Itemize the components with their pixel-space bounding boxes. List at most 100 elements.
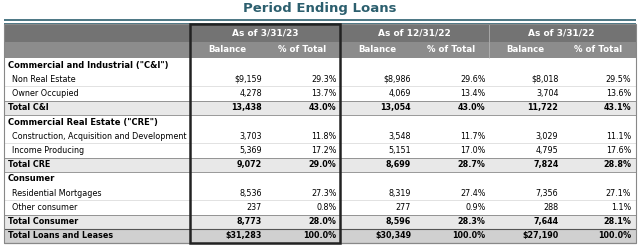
- Text: 13.6%: 13.6%: [606, 89, 631, 98]
- Text: 43.0%: 43.0%: [309, 103, 337, 112]
- Text: 28.7%: 28.7%: [458, 160, 486, 169]
- Text: 7,824: 7,824: [533, 160, 559, 169]
- Text: 13,054: 13,054: [381, 103, 411, 112]
- Bar: [4, 115, 636, 129]
- Text: 29.5%: 29.5%: [605, 75, 631, 84]
- Text: 43.1%: 43.1%: [604, 103, 631, 112]
- Text: 27.1%: 27.1%: [605, 189, 631, 198]
- Text: Consumer: Consumer: [8, 174, 56, 184]
- Text: Other consumer: Other consumer: [12, 203, 77, 212]
- Text: 0.8%: 0.8%: [316, 203, 337, 212]
- Text: 17.0%: 17.0%: [460, 146, 486, 155]
- Text: 8,699: 8,699: [386, 160, 411, 169]
- Bar: [4, 72, 636, 86]
- Bar: [4, 215, 636, 229]
- Text: Income Producing: Income Producing: [12, 146, 84, 155]
- Text: 29.3%: 29.3%: [311, 75, 337, 84]
- Text: 11.1%: 11.1%: [606, 132, 631, 141]
- Text: 8,596: 8,596: [386, 217, 411, 226]
- Text: % of Total: % of Total: [573, 45, 622, 54]
- Text: Owner Occupied: Owner Occupied: [12, 89, 79, 98]
- Text: 100.0%: 100.0%: [452, 231, 486, 240]
- Bar: [4, 200, 636, 215]
- Text: 1.1%: 1.1%: [611, 203, 631, 212]
- Text: Period Ending Loans: Period Ending Loans: [243, 2, 397, 15]
- Bar: [4, 229, 636, 243]
- Text: 100.0%: 100.0%: [303, 231, 337, 240]
- Text: 8,319: 8,319: [388, 189, 411, 198]
- Text: $30,349: $30,349: [375, 231, 411, 240]
- Bar: [4, 42, 636, 58]
- Text: $9,159: $9,159: [234, 75, 262, 84]
- Text: 5,151: 5,151: [388, 146, 411, 155]
- Text: 13,438: 13,438: [231, 103, 262, 112]
- Text: 17.6%: 17.6%: [605, 146, 631, 155]
- Text: As of 12/31/22: As of 12/31/22: [378, 28, 451, 37]
- Text: 8,773: 8,773: [237, 217, 262, 226]
- Text: Total Loans and Leases: Total Loans and Leases: [8, 231, 113, 240]
- Bar: [4, 86, 636, 101]
- Text: 237: 237: [247, 203, 262, 212]
- Text: 4,278: 4,278: [239, 89, 262, 98]
- Text: Balance: Balance: [506, 45, 544, 54]
- Bar: [4, 158, 636, 172]
- Text: Commercial and Industrial ("C&I"): Commercial and Industrial ("C&I"): [8, 61, 168, 70]
- Text: 0.9%: 0.9%: [465, 203, 486, 212]
- Text: 28.1%: 28.1%: [604, 217, 631, 226]
- Text: Commercial Real Estate ("CRE"): Commercial Real Estate ("CRE"): [8, 118, 158, 126]
- Text: 277: 277: [396, 203, 411, 212]
- Text: 28.8%: 28.8%: [603, 160, 631, 169]
- Text: Residential Mortgages: Residential Mortgages: [12, 189, 102, 198]
- Text: % of Total: % of Total: [428, 45, 476, 54]
- Text: 27.3%: 27.3%: [311, 189, 337, 198]
- Text: 8,536: 8,536: [239, 189, 262, 198]
- Text: 3,704: 3,704: [536, 89, 559, 98]
- Bar: [4, 24, 636, 243]
- Text: 11.7%: 11.7%: [460, 132, 486, 141]
- Bar: [4, 143, 636, 158]
- Text: 11.8%: 11.8%: [311, 132, 337, 141]
- Bar: [4, 172, 636, 186]
- Bar: [4, 186, 636, 200]
- Text: 28.0%: 28.0%: [308, 217, 337, 226]
- Text: 27.4%: 27.4%: [460, 189, 486, 198]
- Text: % of Total: % of Total: [278, 45, 326, 54]
- Text: 9,072: 9,072: [237, 160, 262, 169]
- Bar: [4, 129, 636, 143]
- Text: 17.2%: 17.2%: [311, 146, 337, 155]
- Text: 11,722: 11,722: [527, 103, 559, 112]
- Text: 100.0%: 100.0%: [598, 231, 631, 240]
- Text: Total C&I: Total C&I: [8, 103, 49, 112]
- Text: Balance: Balance: [209, 45, 247, 54]
- Text: 288: 288: [543, 203, 559, 212]
- Text: As of 3/31/22: As of 3/31/22: [528, 28, 595, 37]
- Text: Balance: Balance: [358, 45, 396, 54]
- Text: As of 3/31/23: As of 3/31/23: [232, 28, 298, 37]
- Text: $8,986: $8,986: [383, 75, 411, 84]
- Text: 3,029: 3,029: [536, 132, 559, 141]
- Bar: [191, 24, 340, 243]
- Text: 13.4%: 13.4%: [461, 89, 486, 98]
- Bar: [4, 58, 636, 72]
- Bar: [4, 101, 636, 115]
- Text: 3,548: 3,548: [388, 132, 411, 141]
- Text: 29.6%: 29.6%: [460, 75, 486, 84]
- Bar: [4, 24, 636, 42]
- Text: $8,018: $8,018: [531, 75, 559, 84]
- Text: Construction, Acquisition and Development: Construction, Acquisition and Developmen…: [12, 132, 186, 141]
- Text: 7,356: 7,356: [536, 189, 559, 198]
- Text: 43.0%: 43.0%: [458, 103, 486, 112]
- Text: 4,795: 4,795: [536, 146, 559, 155]
- Text: 3,703: 3,703: [239, 132, 262, 141]
- Text: Total CRE: Total CRE: [8, 160, 51, 169]
- Text: 5,369: 5,369: [239, 146, 262, 155]
- Text: 29.0%: 29.0%: [309, 160, 337, 169]
- Text: $31,283: $31,283: [226, 231, 262, 240]
- Text: 13.7%: 13.7%: [311, 89, 337, 98]
- Text: $27,190: $27,190: [522, 231, 559, 240]
- Text: Total Consumer: Total Consumer: [8, 217, 78, 226]
- Text: 28.3%: 28.3%: [458, 217, 486, 226]
- Text: Non Real Estate: Non Real Estate: [12, 75, 76, 84]
- Text: 7,644: 7,644: [533, 217, 559, 226]
- Text: 4,069: 4,069: [388, 89, 411, 98]
